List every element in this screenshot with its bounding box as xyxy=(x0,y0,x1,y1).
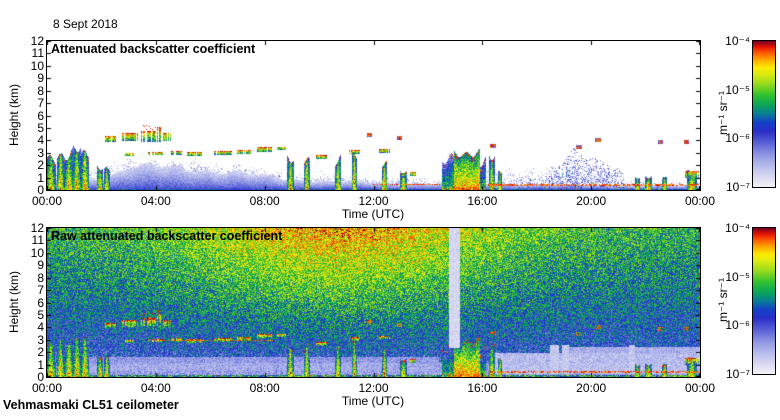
top-colorbar-unit: m⁻¹ sr⁻¹ xyxy=(716,91,730,135)
bottom-plot-box xyxy=(46,227,701,378)
x-tick-label: 08:00 xyxy=(249,381,280,395)
bottom-heatmap-canvas xyxy=(47,228,700,377)
colorbar-tick-label: 10⁻⁶ xyxy=(725,318,750,333)
top-colorbar xyxy=(752,40,776,188)
x-tick-label: 12:00 xyxy=(358,381,389,395)
top-heatmap-canvas xyxy=(47,41,700,190)
y-tick-label: 9 xyxy=(37,71,44,86)
x-tick-label: 16:00 xyxy=(467,381,498,395)
x-tick-label: 16:00 xyxy=(467,194,498,208)
colorbar-tick-label: 10⁻⁵ xyxy=(725,269,750,284)
y-tick-label: 2 xyxy=(37,158,44,173)
y-tick-label: 7 xyxy=(37,283,44,298)
top-panel-title: Attenuated backscatter coefficient xyxy=(51,42,256,56)
y-tick-label: 11 xyxy=(31,233,44,248)
bottom-colorbar-canvas xyxy=(753,228,775,374)
y-tick-label: 10 xyxy=(30,245,44,260)
y-tick-label: 8 xyxy=(37,83,44,98)
x-tick-label: 00:00 xyxy=(31,194,63,208)
colorbar-tick-label: 10⁻⁴ xyxy=(725,221,750,235)
top-plot-box xyxy=(46,40,701,191)
x-tick-label: 00:00 xyxy=(684,381,716,395)
x-tick-label: 00:00 xyxy=(684,194,716,208)
x-tick-label: 04:00 xyxy=(140,381,171,395)
bottom-colorbar-unit: m⁻¹ sr⁻¹ xyxy=(716,278,730,322)
y-tick-label: 1 xyxy=(37,170,44,185)
y-tick-label: 2 xyxy=(37,345,44,360)
x-tick-label: 12:00 xyxy=(358,194,389,208)
bottom-x-axis-label: Time (UTC) xyxy=(341,394,405,408)
y-tick-label: 9 xyxy=(37,258,44,273)
x-tick-label: 20:00 xyxy=(576,381,607,395)
y-tick-label: 3 xyxy=(37,145,44,160)
colorbar-tick-label: 10⁻⁴ xyxy=(725,34,750,48)
y-tick-label: 0 xyxy=(37,183,44,197)
x-tick-label: 00:00 xyxy=(31,381,63,395)
y-tick-label: 4 xyxy=(37,320,44,335)
y-tick-label: 1 xyxy=(37,357,44,372)
x-tick-label: 20:00 xyxy=(576,194,607,208)
y-tick-label: 10 xyxy=(30,58,44,73)
y-tick-label: 8 xyxy=(37,270,44,285)
y-tick-label: 5 xyxy=(37,307,44,322)
bottom-colorbar xyxy=(752,227,776,375)
instrument-label: Vehmasmaki CL51 ceilometer xyxy=(3,398,179,412)
top-colorbar-canvas xyxy=(753,41,775,187)
colorbar-tick-label: 10⁻⁵ xyxy=(725,82,750,97)
y-tick-label: 0 xyxy=(37,370,44,384)
colorbar-tick-label: 10⁻⁷ xyxy=(725,180,750,194)
y-tick-label: 11 xyxy=(31,46,44,61)
colorbar-tick-label: 10⁻⁷ xyxy=(725,367,750,381)
bottom-panel-title: Raw attenuated backscatter coefficient xyxy=(51,229,283,243)
top-x-axis-label: Time (UTC) xyxy=(341,207,405,221)
y-tick-label: 5 xyxy=(37,120,44,135)
x-tick-label: 04:00 xyxy=(140,194,171,208)
colorbar-tick-label: 10⁻⁶ xyxy=(725,131,750,146)
x-tick-label: 08:00 xyxy=(249,194,280,208)
y-tick-label: 7 xyxy=(37,96,44,111)
y-tick-label: 12 xyxy=(30,34,44,48)
y-tick-label: 12 xyxy=(30,221,44,235)
y-tick-label: 4 xyxy=(37,133,44,148)
y-tick-label: 6 xyxy=(37,295,44,310)
date-label: 8 Sept 2018 xyxy=(53,17,118,31)
y-tick-label: 6 xyxy=(37,108,44,123)
y-tick-label: 3 xyxy=(37,332,44,347)
